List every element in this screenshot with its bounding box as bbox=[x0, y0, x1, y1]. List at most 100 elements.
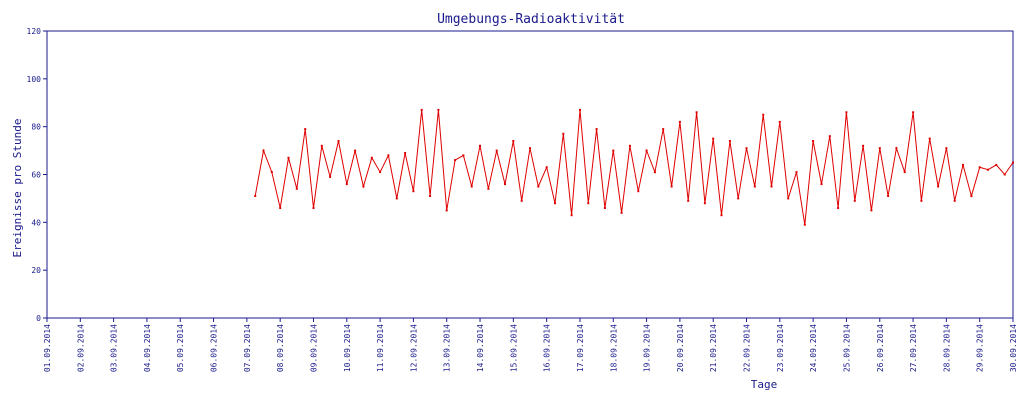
data-point bbox=[728, 140, 731, 142]
data-point bbox=[762, 113, 765, 116]
data-point bbox=[862, 144, 865, 147]
data-point bbox=[895, 147, 898, 150]
data-point bbox=[970, 195, 973, 197]
data-point bbox=[995, 163, 998, 166]
data-point bbox=[587, 202, 590, 205]
data-point bbox=[562, 132, 565, 135]
x-tick-label: 30.09.2014 bbox=[1009, 324, 1018, 372]
y-tick-label: 120 bbox=[27, 27, 42, 36]
data-point bbox=[978, 166, 981, 169]
data-point bbox=[787, 197, 790, 200]
data-point bbox=[312, 207, 315, 209]
data-point bbox=[437, 108, 440, 111]
x-tick-label: 03.09.2014 bbox=[110, 324, 119, 372]
data-point bbox=[962, 163, 964, 166]
data-point bbox=[737, 197, 740, 200]
data-point bbox=[554, 202, 556, 205]
data-point bbox=[570, 214, 573, 217]
y-axis-label: Ereignisse pro Stunde bbox=[11, 118, 24, 257]
y-axis: 0 20 40 60 80 100 120 bbox=[27, 27, 47, 323]
data-point bbox=[337, 140, 340, 142]
data-point bbox=[329, 175, 332, 178]
x-tick-label: 17.09.2014 bbox=[576, 324, 585, 372]
x-tick-label: 13.09.2014 bbox=[443, 324, 452, 372]
data-point bbox=[870, 209, 873, 212]
data-point bbox=[620, 211, 623, 214]
data-point bbox=[695, 111, 698, 114]
data-point bbox=[987, 168, 989, 171]
x-tick-label: 08.09.2014 bbox=[276, 324, 285, 372]
x-tick-label: 21.09.2014 bbox=[709, 324, 718, 372]
data-point bbox=[628, 144, 631, 147]
x-tick-label: 05.09.2014 bbox=[176, 324, 185, 372]
x-tick-label: 09.09.2014 bbox=[309, 324, 318, 372]
data-point bbox=[354, 149, 357, 152]
data-point bbox=[420, 108, 423, 111]
data-point bbox=[812, 140, 815, 142]
data-point bbox=[687, 199, 690, 202]
x-tick-label: 27.09.2014 bbox=[909, 324, 918, 372]
series-line bbox=[254, 109, 1014, 225]
data-point bbox=[637, 190, 640, 193]
data-point bbox=[953, 199, 956, 202]
y-tick-label: 100 bbox=[27, 75, 42, 84]
data-point bbox=[703, 202, 706, 205]
data-point bbox=[795, 171, 798, 174]
chart-title: Umgebungs-Radioaktivität bbox=[437, 12, 625, 27]
data-point bbox=[445, 209, 448, 212]
data-point bbox=[345, 183, 348, 186]
x-tick-label: 24.09.2014 bbox=[809, 324, 818, 372]
data-point bbox=[803, 223, 806, 226]
plot-area bbox=[46, 30, 1014, 319]
x-axis: 01.09.2014 02.09.2014 03.09.2014 04.09.2014… bbox=[43, 318, 1018, 372]
data-point bbox=[379, 171, 382, 174]
data-point bbox=[412, 190, 415, 193]
data-point bbox=[753, 185, 756, 188]
data-point bbox=[470, 185, 473, 188]
data-point bbox=[920, 199, 923, 202]
data-point bbox=[612, 149, 615, 152]
x-tick-label: 07.09.2014 bbox=[243, 324, 252, 372]
x-tick-label: 02.09.2014 bbox=[76, 324, 85, 372]
data-point bbox=[487, 187, 490, 190]
y-tick-label: 20 bbox=[31, 266, 41, 275]
data-point bbox=[937, 185, 940, 188]
series-points bbox=[254, 108, 1014, 226]
data-point bbox=[928, 137, 931, 140]
x-tick-label: 23.09.2014 bbox=[776, 324, 785, 372]
data-point bbox=[304, 128, 307, 131]
data-point bbox=[845, 111, 848, 114]
x-tick-label: 16.09.2014 bbox=[543, 324, 552, 372]
data-point bbox=[537, 185, 540, 188]
data-point bbox=[529, 147, 531, 150]
x-tick-label: 04.09.2014 bbox=[143, 324, 152, 372]
y-tick-label: 0 bbox=[36, 314, 41, 323]
data-point bbox=[820, 183, 823, 186]
x-tick-label: 29.09.2014 bbox=[976, 324, 985, 372]
data-point bbox=[479, 144, 481, 147]
data-point bbox=[287, 156, 290, 159]
data-point bbox=[887, 195, 890, 197]
y-tick-label: 40 bbox=[31, 218, 41, 227]
data-point bbox=[828, 135, 831, 138]
data-point bbox=[270, 171, 273, 174]
data-point bbox=[512, 140, 515, 142]
y-tick-label: 60 bbox=[31, 171, 41, 180]
x-axis-label: Tage bbox=[751, 378, 778, 391]
x-tick-label: 06.09.2014 bbox=[210, 324, 219, 372]
data-point bbox=[745, 147, 748, 150]
data-point bbox=[662, 128, 665, 131]
data-point bbox=[712, 137, 715, 140]
x-tick-label: 22.09.2014 bbox=[743, 324, 752, 372]
x-tick-label: 14.09.2014 bbox=[476, 324, 485, 372]
data-point bbox=[595, 128, 598, 131]
x-tick-label: 18.09.2014 bbox=[609, 324, 618, 372]
data-point bbox=[254, 195, 257, 197]
x-tick-label: 11.09.2014 bbox=[376, 324, 385, 372]
data-point bbox=[320, 144, 323, 147]
data-point bbox=[429, 195, 432, 197]
x-tick-label: 15.09.2014 bbox=[509, 324, 518, 372]
y-tick-label: 80 bbox=[31, 123, 41, 132]
data-point bbox=[520, 199, 523, 202]
